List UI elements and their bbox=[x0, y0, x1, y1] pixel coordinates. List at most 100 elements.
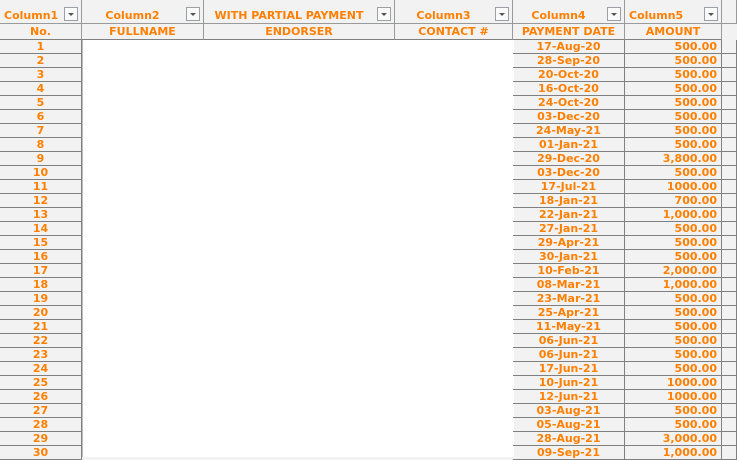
empty-cell[interactable] bbox=[722, 138, 737, 152]
row-number-cell[interactable]: 23 bbox=[0, 348, 82, 362]
empty-cell[interactable] bbox=[722, 96, 737, 110]
empty-cell[interactable] bbox=[722, 222, 737, 236]
row-number-cell[interactable]: 13 bbox=[0, 208, 82, 222]
row-number-cell[interactable]: 29 bbox=[0, 432, 82, 446]
payment-date-cell[interactable]: 12-Jun-21 bbox=[513, 390, 625, 404]
empty-cell[interactable] bbox=[722, 208, 737, 222]
payment-date-cell[interactable]: 17-Aug-20 bbox=[513, 40, 625, 54]
payment-date-cell[interactable]: 17-Jun-21 bbox=[513, 362, 625, 376]
payment-date-cell[interactable]: 05-Aug-21 bbox=[513, 418, 625, 432]
amount-cell[interactable]: 500.00 bbox=[625, 418, 722, 432]
row-number-cell[interactable]: 10 bbox=[0, 166, 82, 180]
empty-cell[interactable] bbox=[722, 40, 737, 54]
subheader-cell[interactable]: ENDORSER bbox=[204, 24, 395, 40]
amount-cell[interactable]: 500.00 bbox=[625, 166, 722, 180]
subheader-cell[interactable]: No. bbox=[0, 24, 82, 40]
payment-date-cell[interactable]: 30-Jan-21 bbox=[513, 250, 625, 264]
filter-dropdown-icon[interactable] bbox=[186, 7, 200, 21]
row-number-cell[interactable]: 14 bbox=[0, 222, 82, 236]
amount-cell[interactable]: 1,000.00 bbox=[625, 278, 722, 292]
blank-cells[interactable] bbox=[82, 40, 514, 457]
filter-dropdown-icon[interactable] bbox=[704, 7, 718, 21]
amount-cell[interactable]: 3,000.00 bbox=[625, 432, 722, 446]
payment-date-cell[interactable]: 08-Mar-21 bbox=[513, 278, 625, 292]
header-cell-column3[interactable]: WITH PARTIAL PAYMENT bbox=[204, 0, 395, 24]
empty-cell[interactable] bbox=[722, 334, 737, 348]
header-cell-column4[interactable]: Column3 bbox=[395, 0, 513, 24]
row-number-cell[interactable]: 28 bbox=[0, 418, 82, 432]
subheader-cell[interactable]: PAYMENT DATE bbox=[513, 24, 625, 40]
payment-date-cell[interactable]: 06-Jun-21 bbox=[513, 348, 625, 362]
row-number-cell[interactable]: 11 bbox=[0, 180, 82, 194]
amount-cell[interactable]: 1000.00 bbox=[625, 376, 722, 390]
empty-cell[interactable] bbox=[722, 390, 737, 404]
empty-cell[interactable] bbox=[722, 110, 737, 124]
row-number-cell[interactable]: 9 bbox=[0, 152, 82, 166]
row-number-cell[interactable]: 30 bbox=[0, 446, 82, 460]
subheader-cell[interactable]: AMOUNT bbox=[625, 24, 722, 40]
payment-date-cell[interactable]: 03-Dec-20 bbox=[513, 110, 625, 124]
payment-date-cell[interactable]: 01-Jan-21 bbox=[513, 138, 625, 152]
amount-cell[interactable]: 500.00 bbox=[625, 54, 722, 68]
empty-cell[interactable] bbox=[722, 250, 737, 264]
row-number-cell[interactable]: 8 bbox=[0, 138, 82, 152]
payment-date-cell[interactable]: 18-Jan-21 bbox=[513, 194, 625, 208]
subheader-cell[interactable]: FULLNAME bbox=[82, 24, 204, 40]
empty-cell[interactable] bbox=[722, 236, 737, 250]
amount-cell[interactable]: 500.00 bbox=[625, 306, 722, 320]
row-number-cell[interactable]: 1 bbox=[0, 40, 82, 54]
empty-cell[interactable] bbox=[722, 82, 737, 96]
payment-date-cell[interactable]: 11-May-21 bbox=[513, 320, 625, 334]
empty-cell[interactable] bbox=[722, 278, 737, 292]
amount-cell[interactable]: 500.00 bbox=[625, 404, 722, 418]
empty-cell[interactable] bbox=[722, 418, 737, 432]
payment-date-cell[interactable]: 22-Jan-21 bbox=[513, 208, 625, 222]
row-number-cell[interactable]: 18 bbox=[0, 278, 82, 292]
payment-date-cell[interactable]: 24-Oct-20 bbox=[513, 96, 625, 110]
empty-cell[interactable] bbox=[722, 152, 737, 166]
empty-cell[interactable] bbox=[722, 124, 737, 138]
header-cell-column2[interactable]: Column2 bbox=[82, 0, 204, 24]
amount-cell[interactable]: 1,000.00 bbox=[625, 446, 722, 460]
payment-date-cell[interactable]: 10-Jun-21 bbox=[513, 376, 625, 390]
empty-cell[interactable] bbox=[722, 264, 737, 278]
empty-cell[interactable] bbox=[722, 362, 737, 376]
amount-cell[interactable]: 500.00 bbox=[625, 124, 722, 138]
amount-cell[interactable]: 1000.00 bbox=[625, 390, 722, 404]
amount-cell[interactable]: 500.00 bbox=[625, 68, 722, 82]
row-number-cell[interactable]: 17 bbox=[0, 264, 82, 278]
amount-cell[interactable]: 500.00 bbox=[625, 40, 722, 54]
row-number-cell[interactable]: 24 bbox=[0, 362, 82, 376]
payment-date-cell[interactable]: 29-Apr-21 bbox=[513, 236, 625, 250]
row-number-cell[interactable]: 27 bbox=[0, 404, 82, 418]
empty-cell[interactable] bbox=[722, 68, 737, 82]
amount-cell[interactable]: 500.00 bbox=[625, 320, 722, 334]
payment-date-cell[interactable]: 23-Mar-21 bbox=[513, 292, 625, 306]
row-number-cell[interactable]: 25 bbox=[0, 376, 82, 390]
empty-cell[interactable] bbox=[722, 166, 737, 180]
amount-cell[interactable]: 500.00 bbox=[625, 292, 722, 306]
amount-cell[interactable]: 700.00 bbox=[625, 194, 722, 208]
amount-cell[interactable]: 500.00 bbox=[625, 362, 722, 376]
row-number-cell[interactable]: 5 bbox=[0, 96, 82, 110]
empty-cell[interactable] bbox=[722, 320, 737, 334]
empty-cell[interactable] bbox=[722, 54, 737, 68]
amount-cell[interactable]: 500.00 bbox=[625, 110, 722, 124]
amount-cell[interactable]: 500.00 bbox=[625, 236, 722, 250]
payment-date-cell[interactable]: 28-Aug-21 bbox=[513, 432, 625, 446]
subheader-cell[interactable]: CONTACT # bbox=[395, 24, 513, 40]
payment-date-cell[interactable]: 03-Dec-20 bbox=[513, 166, 625, 180]
amount-cell[interactable]: 3,800.00 bbox=[625, 152, 722, 166]
payment-date-cell[interactable]: 25-Apr-21 bbox=[513, 306, 625, 320]
amount-cell[interactable]: 500.00 bbox=[625, 334, 722, 348]
amount-cell[interactable]: 1,000.00 bbox=[625, 208, 722, 222]
header-cell-column1[interactable]: Column1 bbox=[0, 0, 82, 24]
payment-date-cell[interactable]: 28-Sep-20 bbox=[513, 54, 625, 68]
amount-cell[interactable]: 500.00 bbox=[625, 250, 722, 264]
row-number-cell[interactable]: 19 bbox=[0, 292, 82, 306]
empty-cell[interactable] bbox=[722, 376, 737, 390]
header-cell-empty[interactable] bbox=[722, 0, 737, 24]
row-number-cell[interactable]: 21 bbox=[0, 320, 82, 334]
payment-date-cell[interactable]: 20-Oct-20 bbox=[513, 68, 625, 82]
row-number-cell[interactable]: 20 bbox=[0, 306, 82, 320]
